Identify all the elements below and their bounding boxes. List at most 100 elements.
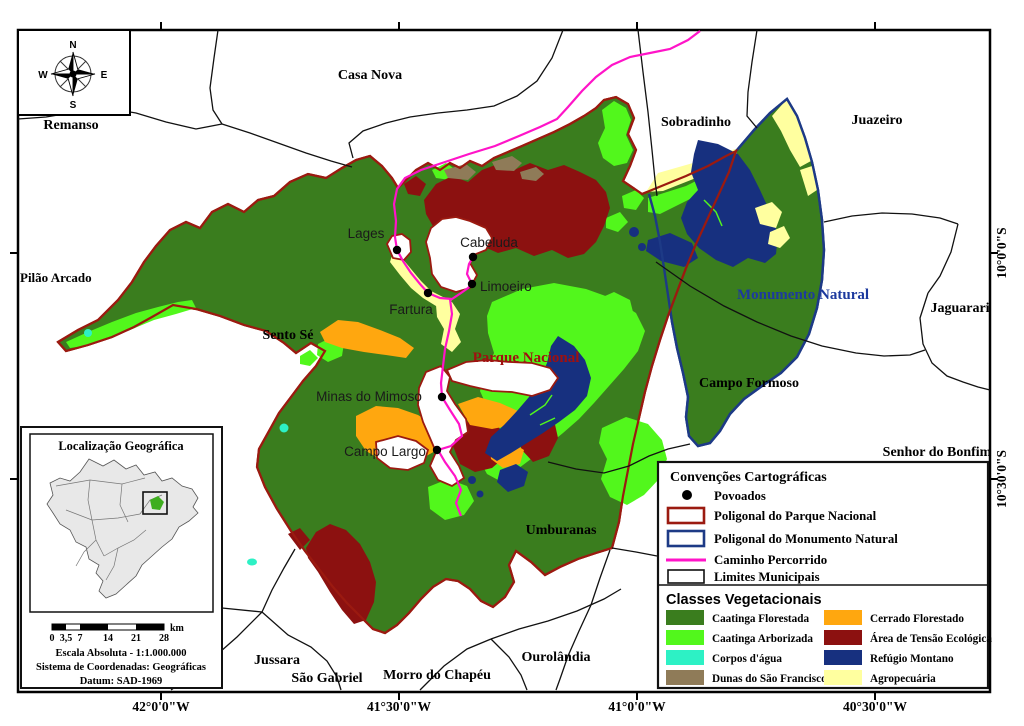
label-juazeiro: Juazeiro bbox=[851, 113, 902, 128]
legend-item-label: Poligonal do Monumento Natural bbox=[714, 532, 898, 546]
lon-label-1: 42°0'0"W bbox=[132, 699, 190, 714]
locator-highlight-box bbox=[142, 491, 168, 515]
refugio-montano-patches bbox=[468, 140, 778, 498]
label-cabeluda: Cabeluda bbox=[460, 235, 518, 250]
compass-w: W bbox=[38, 70, 48, 81]
monument-swatch bbox=[666, 529, 706, 548]
park-enclaves bbox=[375, 216, 560, 488]
label-ourolandia: Ourolândia bbox=[522, 650, 591, 665]
class-label: Refúgio Montano bbox=[870, 653, 954, 665]
legend-item-label: Caminho Percorrido bbox=[714, 553, 827, 567]
legend-panel: Convenções Cartográficas Povoados Poligo… bbox=[656, 460, 992, 690]
dot-cabeluda bbox=[468, 252, 478, 262]
arborizada-squiggles bbox=[529, 199, 723, 426]
lat-label-1: 10°0'0"S bbox=[994, 227, 1009, 278]
scale-tick: 21 bbox=[131, 633, 141, 644]
water-bodies bbox=[84, 329, 289, 566]
label-pilao-arcado: Pilão Arcado bbox=[20, 270, 92, 285]
label-campo-largo: Campo Largo bbox=[344, 444, 426, 459]
locator-highlight-area bbox=[150, 496, 164, 510]
brazil-outline bbox=[46, 458, 199, 599]
datum-text: Datum: SAD-1969 bbox=[80, 676, 163, 687]
class-label: Corpos d'água bbox=[712, 653, 782, 665]
class-label: Caatinga Arborizada bbox=[712, 633, 813, 645]
travelled-path bbox=[392, 30, 701, 517]
scale-tick: 14 bbox=[103, 633, 113, 644]
label-lages: Lages bbox=[348, 226, 385, 241]
label-sao-gabriel: São Gabriel bbox=[291, 671, 362, 686]
compass-e: E bbox=[101, 70, 108, 81]
label-limoeiro: Limoeiro bbox=[480, 279, 532, 294]
lat-label-2: 10°30'0"S bbox=[994, 450, 1009, 508]
class-swatch bbox=[824, 670, 862, 685]
class-swatch bbox=[824, 610, 862, 625]
label-monumento-natural: Monumento Natural bbox=[737, 287, 869, 303]
municipality-labels: Casa Nova Remanso Sobradinho Juazeiro Pi… bbox=[20, 68, 992, 686]
class-label: Dunas do São Francisco bbox=[712, 673, 827, 685]
coordinate-labels: 42°0'0"W 41°30'0"W 41°0'0"W 40°30'0"W 10… bbox=[132, 227, 1009, 714]
class-label: Agropecuária bbox=[870, 673, 936, 685]
compass-rose: N S W E bbox=[17, 29, 131, 116]
protected-area-labels: Parque Nacional Monumento Natural bbox=[473, 287, 869, 366]
dot-lages bbox=[392, 245, 402, 255]
class-swatch bbox=[666, 670, 704, 685]
class-label: Cerrado Florestado bbox=[870, 613, 964, 625]
scale-tick: 7 bbox=[78, 633, 83, 644]
scale-unit: km bbox=[170, 623, 185, 634]
label-casa-nova: Casa Nova bbox=[338, 68, 402, 83]
locator-panel: Localização Geográfica 0 3,5 7 14 21 bbox=[20, 426, 223, 689]
classes-title: Classes Vegetacionais bbox=[666, 592, 822, 608]
dot-fartura bbox=[423, 288, 433, 298]
label-sobradinho: Sobradinho bbox=[661, 115, 731, 130]
graticule-ticks bbox=[10, 22, 998, 700]
settlement-labels: Lages Cabeluda Limoeiro Fartura Minas do… bbox=[316, 226, 532, 459]
legend-item-label: Povoados bbox=[714, 489, 766, 503]
class-swatch bbox=[666, 630, 704, 645]
dot-campo-largo bbox=[432, 445, 442, 455]
agropecuaria-inliers bbox=[755, 202, 790, 248]
settlement-dots bbox=[392, 245, 478, 455]
label-remanso: Remanso bbox=[43, 118, 98, 133]
class-swatch bbox=[824, 650, 862, 665]
legend-item-label: Limites Municipais bbox=[714, 570, 820, 584]
dot-limoeiro bbox=[467, 279, 477, 289]
lon-label-2: 41°30'0"W bbox=[367, 699, 431, 714]
crs-text: Sistema de Coordenadas: Geográficas bbox=[36, 662, 206, 673]
dot-minas-do-mimoso bbox=[437, 392, 447, 402]
scale-text: Escala Absoluta - 1:1.000.000 bbox=[56, 648, 187, 659]
label-senhor-do-bonfim: Senhor do Bonfim bbox=[883, 445, 992, 460]
label-minas-do-mimoso: Minas do Mimoso bbox=[316, 389, 422, 404]
scale-bar: 0 3,5 7 14 21 28 km bbox=[50, 623, 185, 644]
conventions-title: Convenções Cartográficas bbox=[670, 470, 827, 485]
label-sento-se: Sento Sé bbox=[263, 328, 314, 343]
municipal-swatch bbox=[667, 569, 705, 584]
park-swatch bbox=[666, 506, 706, 525]
label-jussara: Jussara bbox=[254, 653, 300, 668]
scale-tick: 0 bbox=[50, 633, 55, 644]
compass-s: S bbox=[70, 100, 77, 111]
dunas-patches bbox=[444, 156, 544, 181]
class-label: Área de Tensão Ecológica bbox=[870, 633, 992, 645]
label-fartura: Fartura bbox=[389, 302, 433, 317]
class-swatch bbox=[666, 650, 704, 665]
label-morro-do-chapeu: Morro do Chapéu bbox=[383, 668, 491, 683]
scale-tick: 3,5 bbox=[60, 633, 73, 644]
park-outline bbox=[56, 95, 738, 635]
label-umburanas: Umburanas bbox=[526, 523, 597, 538]
locator-title: Localização Geográfica bbox=[58, 439, 184, 453]
lon-label-4: 40°30'0"W bbox=[843, 699, 907, 714]
povoados-symbol bbox=[682, 490, 692, 500]
class-swatch bbox=[666, 610, 704, 625]
label-parque-nacional: Parque Nacional bbox=[473, 350, 580, 366]
compass-n: N bbox=[69, 40, 76, 51]
label-campo-formoso: Campo Formoso bbox=[699, 376, 799, 391]
lon-label-3: 41°0'0"W bbox=[608, 699, 666, 714]
scale-tick: 28 bbox=[159, 633, 169, 644]
class-swatch bbox=[824, 630, 862, 645]
class-label: Caatinga Florestada bbox=[712, 613, 809, 625]
monument-outline bbox=[647, 97, 826, 448]
label-jaguarari: Jaguarari bbox=[930, 301, 989, 316]
legend-item-label: Poligonal do Parque Nacional bbox=[714, 509, 877, 523]
